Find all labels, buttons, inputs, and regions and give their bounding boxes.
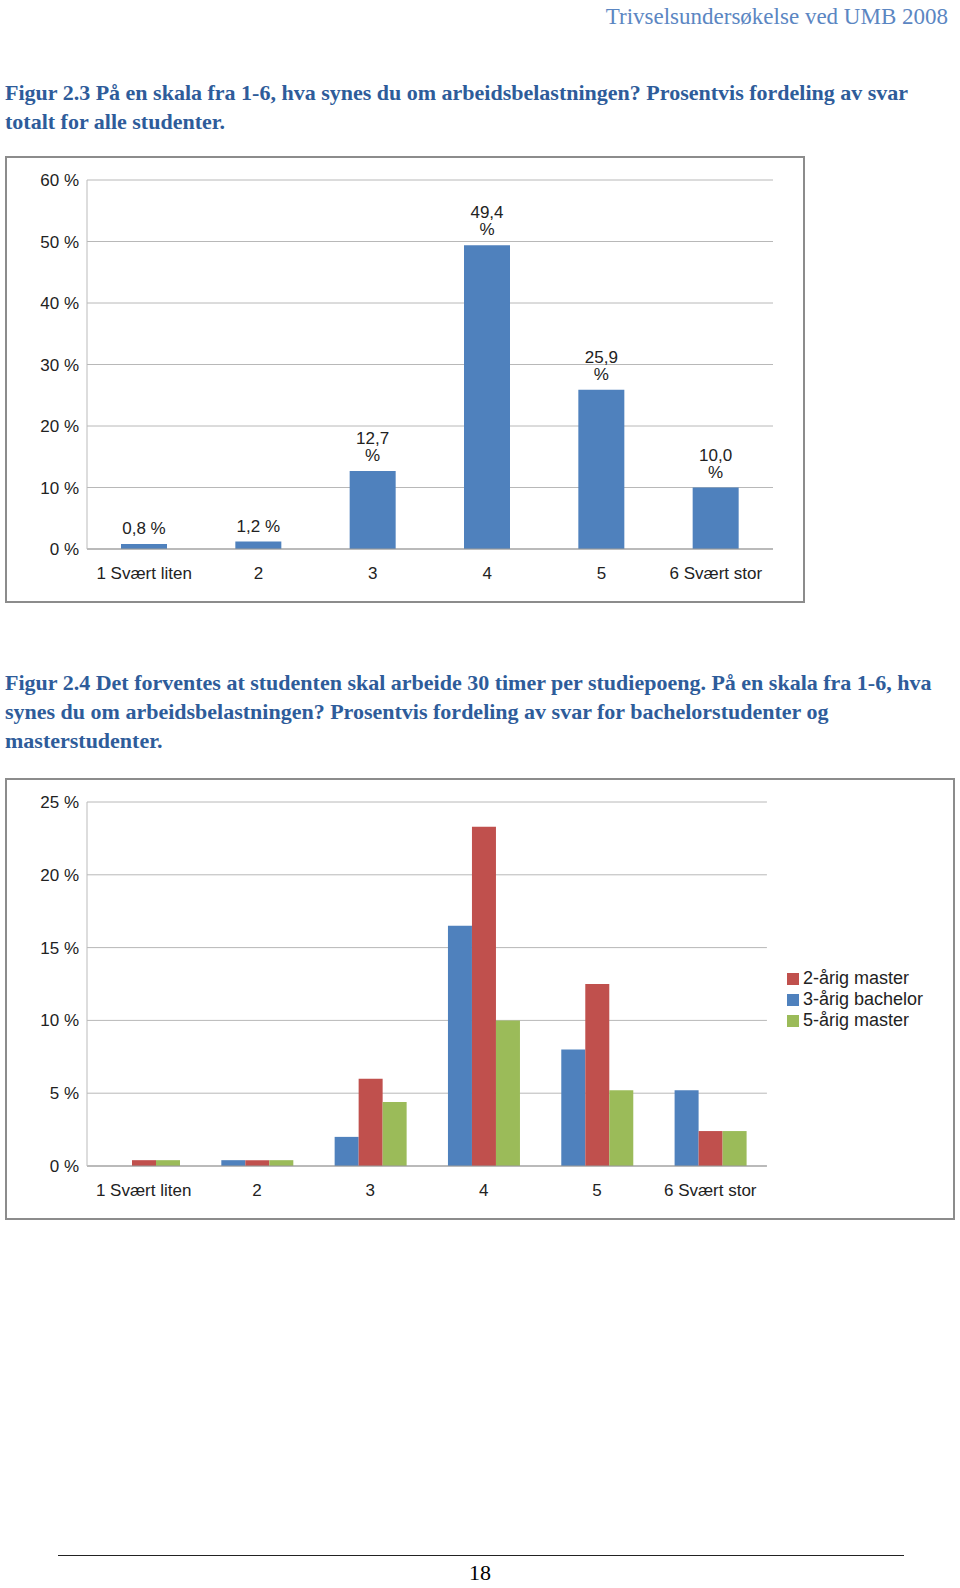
html-text:2-årig master: 2-årig master	[802, 967, 909, 988]
svg-text:6 Svært stor: 6 Svært stor	[670, 564, 763, 583]
svg-text:10 %: 10 %	[40, 1011, 79, 1030]
svg-text:49,4%: 49,4%	[470, 203, 503, 239]
svg-text:3: 3	[368, 564, 377, 583]
html-text:5-årig master: 5-årig master	[802, 1009, 909, 1030]
svg-text:0 %: 0 %	[50, 540, 79, 559]
html-text:Figur 2.3 På en skala fra 1-6,: Figur 2.3 På en skala fra 1-6, hva synes…	[5, 80, 908, 134]
svg-text:12,7%: 12,7%	[356, 429, 389, 465]
html-text:Trivselsundersøkelse ved UMB 2: Trivselsundersøkelse ved UMB 2008	[605, 4, 948, 29]
svg-text:1 Svært liten: 1 Svært liten	[96, 1181, 191, 1200]
svg-text:10,0%: 10,0%	[699, 446, 732, 482]
svg-text:1 Svært liten: 1 Svært liten	[96, 564, 191, 583]
svg-text:2: 2	[252, 1181, 261, 1200]
svg-text:20 %: 20 %	[40, 417, 79, 436]
html-text:Figur 2.4 Det forventes at stu: Figur 2.4 Det forventes at studenten ska…	[5, 670, 932, 753]
svg-text:2: 2	[254, 564, 263, 583]
svg-text:4: 4	[479, 1181, 488, 1200]
svg-text:50 %: 50 %	[40, 233, 79, 252]
svg-text:3: 3	[366, 1181, 375, 1200]
svg-text:4: 4	[482, 564, 491, 583]
svg-text:15 %: 15 %	[40, 939, 79, 958]
svg-text:20 %: 20 %	[40, 866, 79, 885]
html-text:3-årig bachelor: 3-årig bachelor	[802, 988, 923, 1009]
svg-text:1,2 %: 1,2 %	[237, 517, 280, 536]
svg-text:6 Svært stor: 6 Svært stor	[664, 1181, 757, 1200]
svg-text:30 %: 30 %	[40, 356, 79, 375]
svg-text:5 %: 5 %	[50, 1084, 79, 1103]
svg-text:40 %: 40 %	[40, 294, 79, 313]
svg-text:0 %: 0 %	[50, 1157, 79, 1176]
svg-text:5: 5	[592, 1181, 601, 1200]
svg-text:10 %: 10 %	[40, 479, 79, 498]
svg-text:0,8 %: 0,8 %	[122, 519, 165, 538]
svg-text:25,9%: 25,9%	[585, 348, 618, 384]
svg-text:25 %: 25 %	[40, 793, 79, 812]
svg-text:60 %: 60 %	[40, 171, 79, 190]
svg-text:5: 5	[597, 564, 606, 583]
html-text:18: 18	[469, 1560, 491, 1585]
